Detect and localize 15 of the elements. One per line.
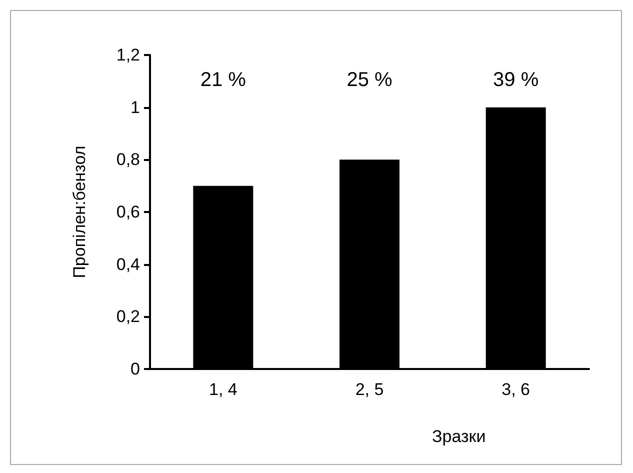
x-tick-label: 3, 6 (502, 380, 530, 399)
x-axis-title: Зразки (432, 427, 486, 446)
y-tick-label: 1,2 (116, 46, 140, 64)
annotation: 25 % (346, 69, 393, 91)
annotation: 39 % (493, 69, 539, 91)
y-tick-label: 0,6 (116, 202, 140, 222)
x-tick-label: 1, 4 (208, 380, 238, 399)
annotation: 21 % (200, 69, 246, 91)
x-tick-label: 2, 5 (355, 380, 384, 399)
y-tick-label: 0,8 (116, 150, 140, 170)
y-tick-label: 0,2 (116, 307, 140, 326)
y-tick-label: 0,4 (116, 254, 140, 274)
y-tick-label: 0 (130, 360, 140, 378)
y-axis-title: Пропілен:бензол (70, 146, 89, 278)
y-tick-label: 1 (130, 98, 140, 117)
